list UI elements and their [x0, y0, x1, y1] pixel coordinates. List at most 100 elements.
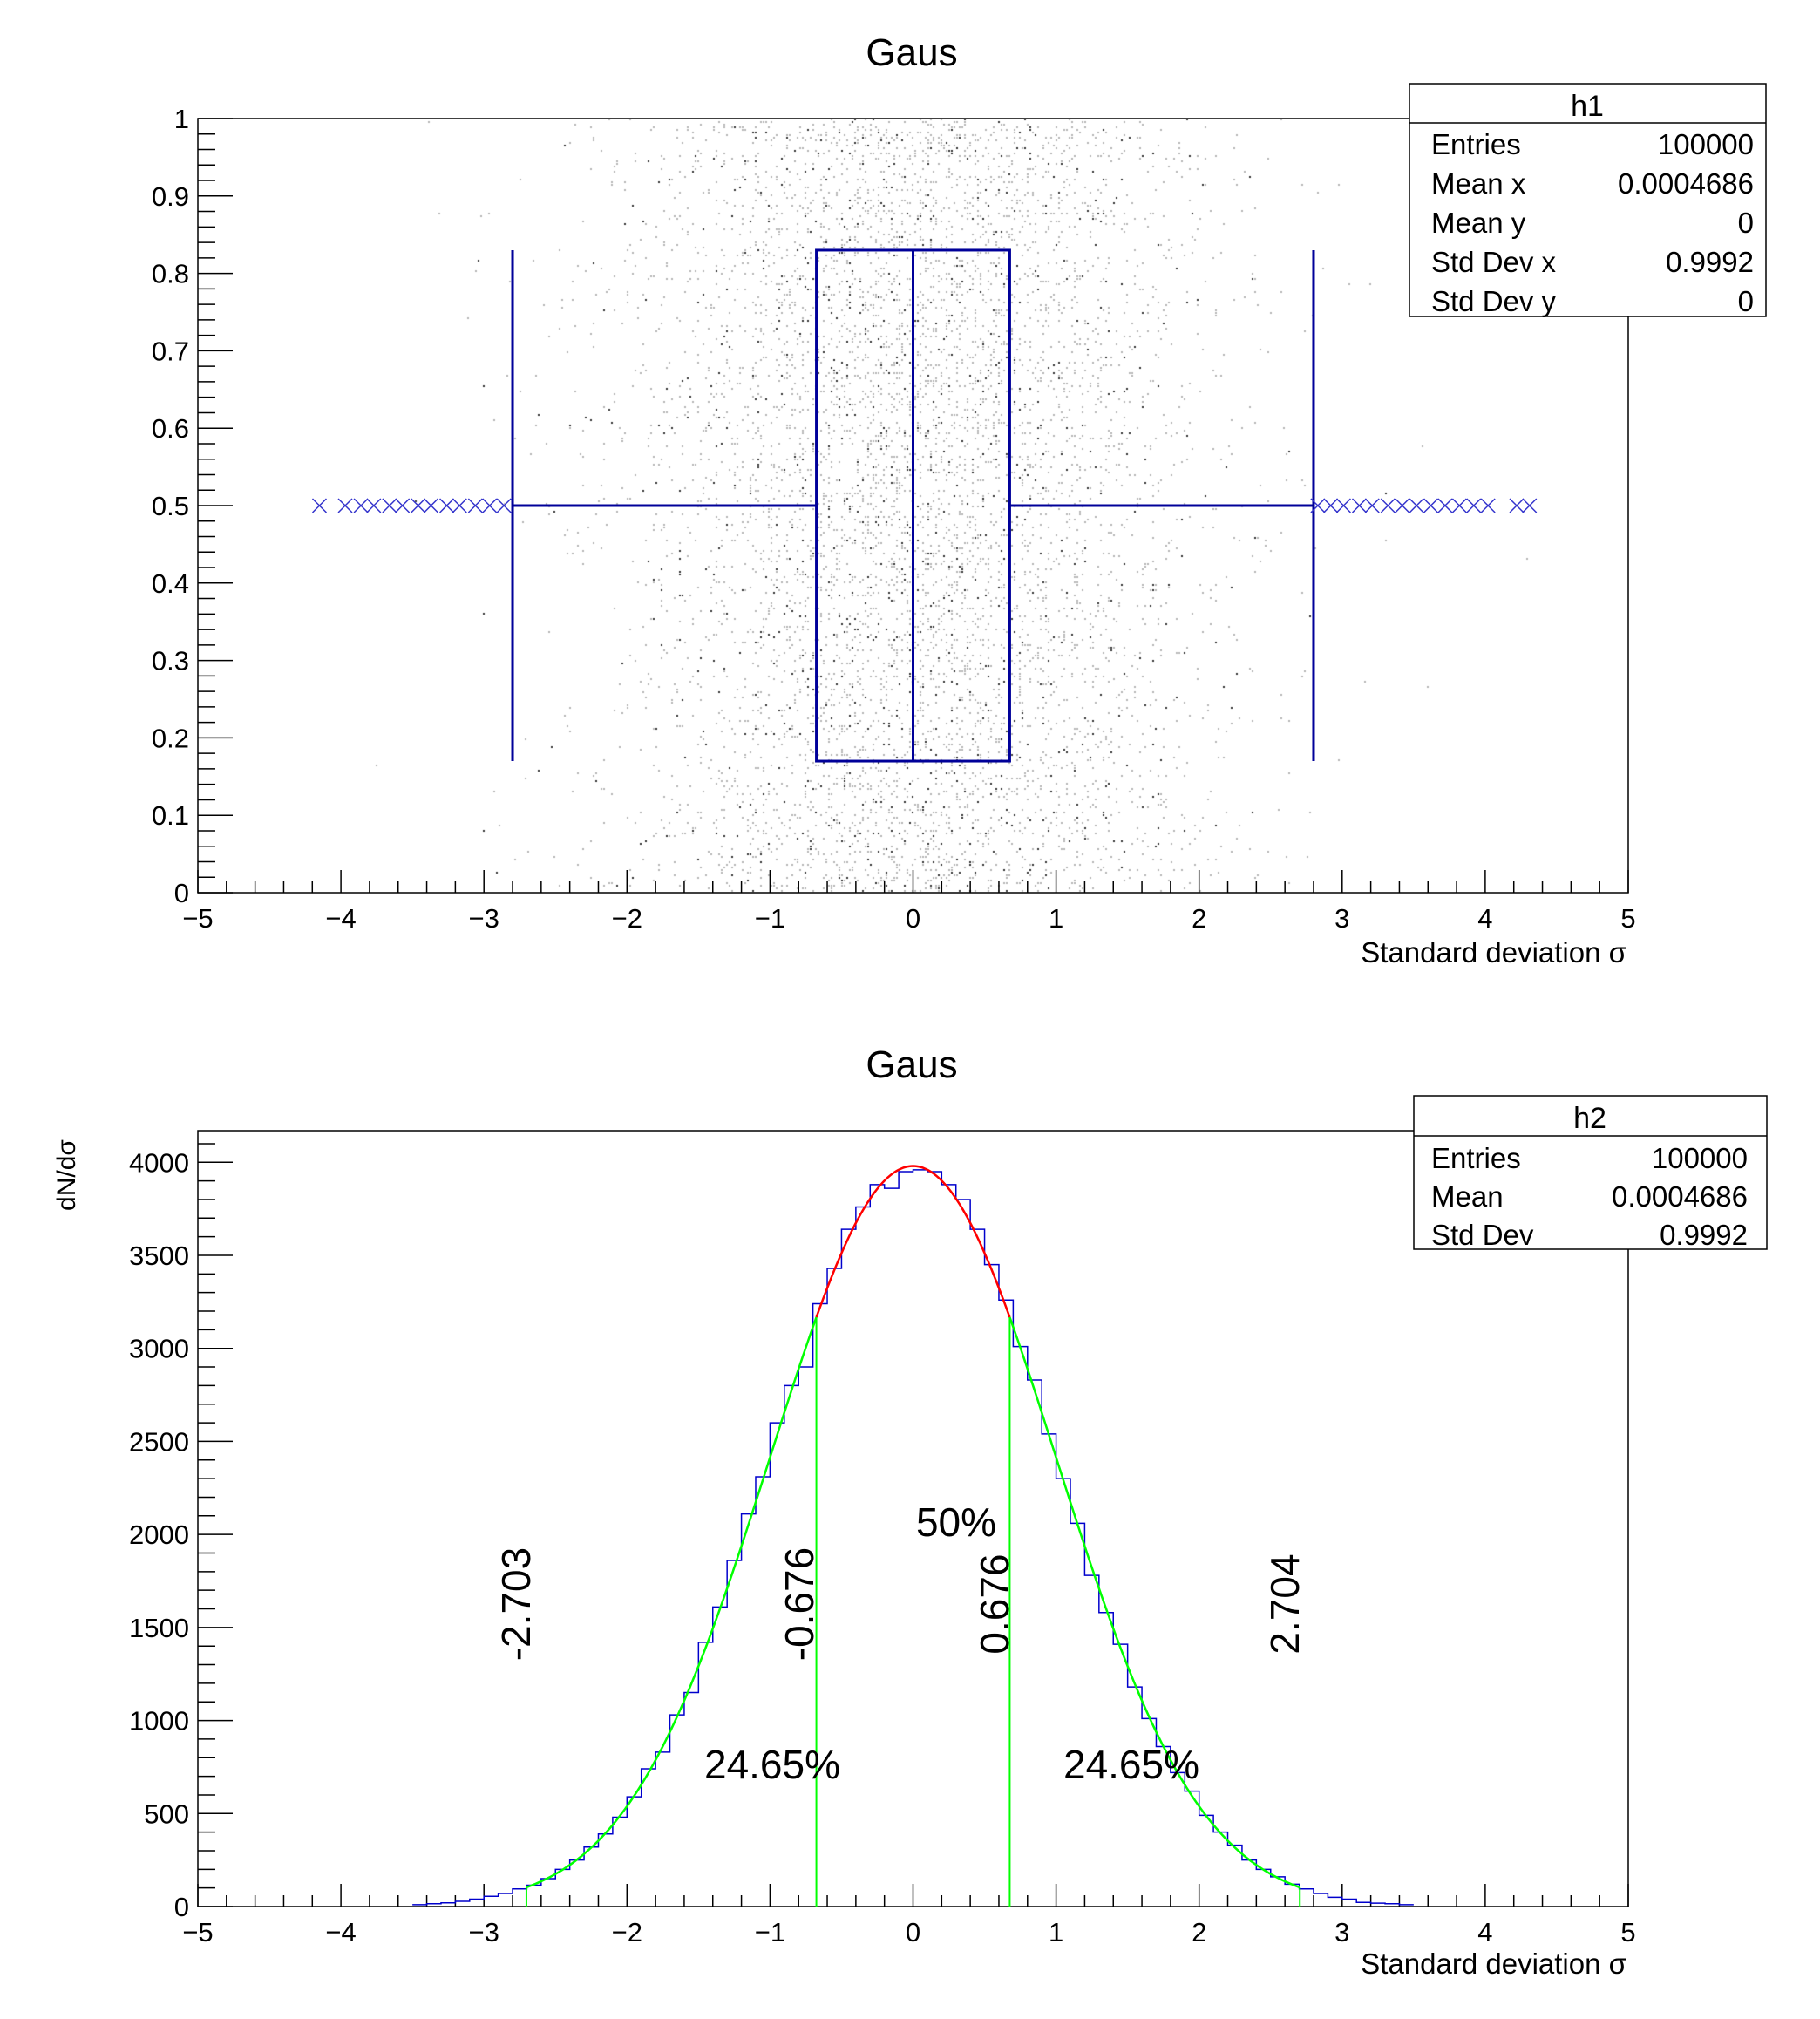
y-tick-label: 2000 — [129, 1519, 189, 1550]
label-q-high: 2.704 — [1262, 1553, 1307, 1654]
y-tick-label: 3000 — [129, 1334, 189, 1364]
x-tick-label: 3 — [1334, 903, 1349, 934]
stats-title: h2 — [1573, 1102, 1606, 1135]
y-tick-label: 0.4 — [152, 568, 189, 599]
stats-label: Mean — [1431, 1180, 1504, 1213]
bottom-y-label: dN/dσ — [52, 1139, 81, 1211]
stats-value: 0.0004686 — [1612, 1180, 1748, 1213]
bottom-axes: −5 −4 −3 −2 −1 0 1 2 3 4 5 0 500 1000 1500 2000 2500 3000… — [129, 1130, 1636, 1948]
y-tick-label: 0.2 — [152, 723, 189, 753]
bottom-title: Gaus — [866, 1043, 957, 1086]
x-tick-label: 0 — [906, 1917, 920, 1948]
outlier-marker — [452, 498, 467, 513]
label-q-low: -2.703 — [493, 1547, 539, 1661]
stats-value: 0.0004686 — [1618, 167, 1754, 200]
x-tick-label: 5 — [1620, 903, 1635, 934]
stats-value: 0 — [1738, 207, 1754, 239]
y-tick-label: 500 — [144, 1798, 189, 1829]
outlier-marker — [1509, 498, 1525, 513]
x-tick-label: −2 — [612, 1917, 642, 1948]
x-tick-label: −3 — [469, 903, 499, 934]
bottom-histogram — [412, 1165, 1414, 1907]
x-tick-label: 2 — [1192, 903, 1206, 934]
stats-value: 0 — [1738, 285, 1754, 317]
x-tick-label: 1 — [1049, 1917, 1063, 1948]
outlier-marker — [1351, 498, 1368, 513]
x-tick-label: −4 — [325, 903, 356, 934]
outlier-marker — [366, 498, 382, 513]
x-tick-label: 1 — [1049, 903, 1063, 934]
y-tick-label: 0.1 — [152, 800, 189, 831]
x-tick-label: −1 — [755, 1917, 785, 1948]
x-tick-label: −4 — [325, 1917, 356, 1948]
x-tick-label: −1 — [755, 903, 785, 934]
x-tick-label: −3 — [469, 1917, 499, 1948]
y-tick-label: 3500 — [129, 1241, 189, 1271]
label-q3: 0.676 — [972, 1553, 1017, 1654]
stats-box-h2: h2 Entries 100000 Mean 0.0004686 Std Dev 0.99… — [1413, 1095, 1768, 1251]
label-q1: -0.676 — [777, 1547, 822, 1661]
y-tick-label: 0.3 — [152, 646, 189, 676]
x-tick-label: 4 — [1477, 903, 1492, 934]
x-tick-label: 2 — [1192, 1917, 1206, 1948]
outlier-marker — [1466, 498, 1482, 513]
outlier-marker — [1437, 498, 1453, 513]
outlier-marker — [1423, 498, 1439, 513]
y-tick-label: 0.8 — [152, 259, 189, 289]
outlier-marker — [439, 498, 455, 513]
label-right-pct: 24.65% — [1063, 1742, 1199, 1787]
y-tick-label: 0.9 — [152, 181, 189, 212]
outlier-marker — [1522, 498, 1538, 513]
outlier-marker — [467, 498, 483, 513]
stats-label: Entries — [1431, 128, 1521, 160]
top-axes: −5 −4 −3 −2 −1 0 1 2 3 4 5 0 0.1 0.2 0.3 0.4 0.5 0.6 0.7 0.… — [152, 104, 1636, 934]
y-tick-label: 0.5 — [152, 491, 189, 521]
bottom-annotations: -2.703 -0.676 0.676 2.704 50% 24.65% 24.… — [493, 1499, 1307, 1787]
y-tick-label: 4000 — [129, 1147, 189, 1178]
y-tick-label: 0 — [174, 1892, 189, 1922]
y-tick-label: 1000 — [129, 1706, 189, 1737]
outlier-marker — [1451, 498, 1467, 513]
outlier-marker — [1323, 498, 1339, 513]
outlier-marker — [382, 498, 397, 513]
y-tick-label: 0.6 — [152, 413, 189, 444]
top-x-label: Standard deviation σ — [1361, 936, 1626, 969]
outlier-marker — [1335, 498, 1351, 513]
outlier-marker — [311, 498, 328, 513]
label-center-pct: 50% — [916, 1499, 996, 1545]
bottom-x-label: Standard deviation σ — [1361, 1948, 1626, 1980]
stats-label: Std Dev x — [1431, 246, 1557, 278]
x-tick-label: 3 — [1334, 1917, 1349, 1948]
outlier-marker — [1380, 498, 1396, 513]
outlier-marker — [353, 498, 369, 513]
stats-label: Entries — [1431, 1142, 1521, 1174]
y-tick-label: 1500 — [129, 1613, 189, 1643]
fit-curve-right — [1008, 1316, 1300, 1889]
y-tick-label: 0 — [174, 878, 189, 908]
label-left-pct: 24.65% — [704, 1742, 840, 1787]
stats-label: Mean y — [1431, 207, 1526, 239]
y-tick-label: 2500 — [129, 1426, 189, 1457]
outlier-marker — [1409, 498, 1424, 513]
x-tick-label: 4 — [1477, 1917, 1492, 1948]
stats-box-h1: h1 Entries 100000 Mean x 0.0004686 Mean y 0 St… — [1409, 83, 1767, 317]
stats-value: 100000 — [1652, 1142, 1748, 1174]
fit-curve-center — [815, 1165, 1011, 1318]
stats-label: Std Dev y — [1431, 285, 1557, 317]
x-tick-label: 5 — [1620, 1917, 1635, 1948]
fit-curve-left — [526, 1316, 818, 1889]
stats-label: Std Dev — [1431, 1219, 1534, 1251]
outlier-marker — [337, 498, 353, 513]
stats-value: 0.9992 — [1666, 246, 1754, 278]
top-title: Gaus — [866, 31, 957, 74]
outlier-marker — [1364, 498, 1380, 513]
outlier-marker — [1480, 498, 1496, 513]
stats-title: h1 — [1571, 90, 1604, 123]
x-tick-label: 0 — [906, 903, 920, 934]
stats-label: Mean x — [1431, 167, 1526, 200]
outlier-marker — [496, 498, 512, 513]
y-tick-label: 1 — [174, 104, 189, 134]
outlier-marker — [1395, 498, 1410, 513]
stats-value: 100000 — [1658, 128, 1754, 160]
